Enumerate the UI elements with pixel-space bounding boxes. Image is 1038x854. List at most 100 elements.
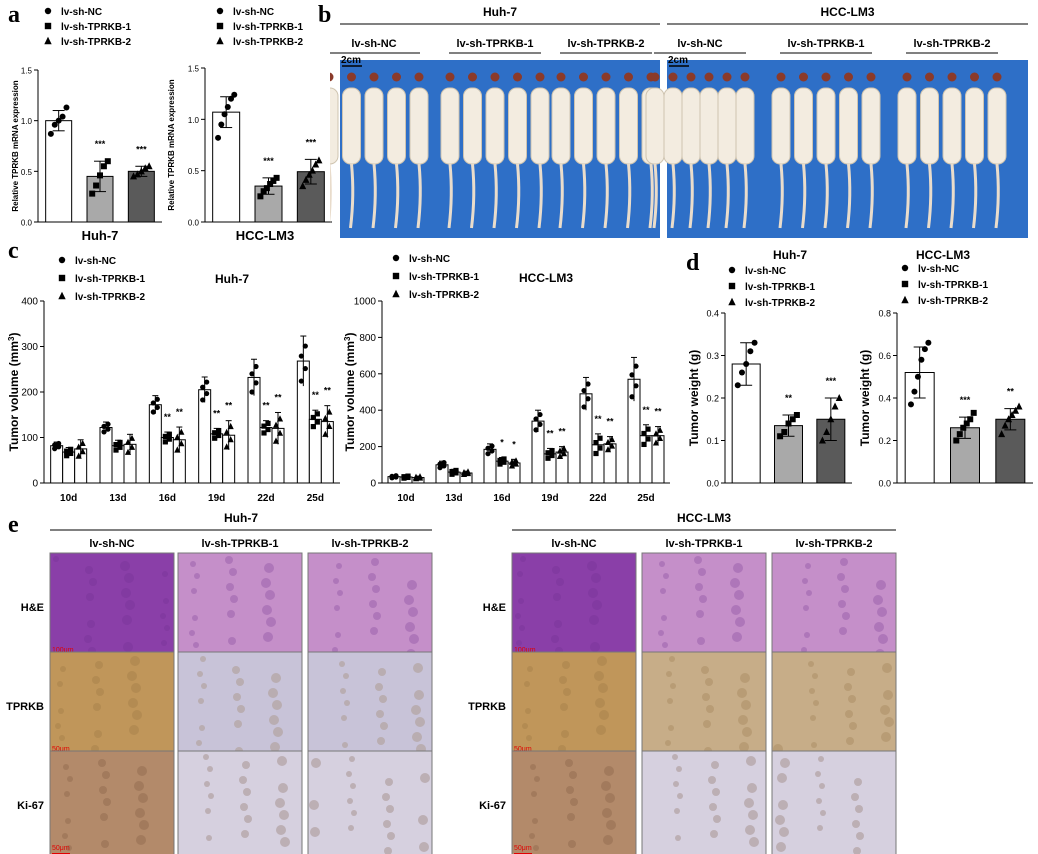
tissue-texture [280, 837, 290, 847]
mouse-body [942, 87, 962, 165]
tumor [369, 72, 379, 82]
tissue-texture [534, 776, 540, 782]
tissue-texture [520, 556, 526, 562]
legend-marker [392, 289, 400, 298]
data-point [537, 421, 543, 427]
tissue-texture [856, 832, 864, 840]
tissue-texture [385, 778, 393, 786]
mouse-tail [994, 163, 1000, 229]
tissue-texture [196, 740, 202, 746]
y-tick-label: 200 [21, 388, 38, 399]
mouse-body [330, 87, 339, 165]
tissue-texture [101, 840, 109, 848]
data-point [154, 404, 160, 411]
y-tick-label: 0.4 [878, 394, 891, 404]
mouse-tail [371, 163, 377, 229]
data-point [489, 448, 495, 454]
data-point [835, 394, 843, 401]
data-point [322, 414, 329, 421]
photo-column-label: lv-sh-TPRKB-1 [456, 38, 533, 50]
tissue-texture [567, 813, 575, 821]
data-point [967, 416, 974, 423]
panel-label-c: c [8, 238, 19, 264]
significance-label: ** [546, 428, 554, 438]
legend-label: lv-sh-TPRKB-1 [75, 274, 145, 285]
legend-marker [216, 7, 224, 15]
data-point [441, 460, 447, 466]
data-point [97, 172, 103, 179]
tissue-texture [124, 573, 134, 583]
mouse-tail [724, 163, 730, 229]
significance-label: ** [164, 412, 172, 422]
data-point [249, 389, 255, 395]
x-tick-label: 22d [257, 493, 274, 504]
mouse-body [663, 87, 683, 165]
y-tick-label: 1.0 [21, 117, 33, 126]
tissue-texture [554, 620, 562, 628]
tissue-texture [92, 676, 100, 684]
legend-marker [392, 272, 400, 280]
y-tick-label: 0.5 [188, 167, 200, 176]
histology-image [641, 651, 767, 761]
tissue-texture [226, 583, 234, 591]
tissue-texture [706, 705, 714, 713]
tissue-texture [748, 810, 758, 820]
tissue-texture [563, 688, 571, 696]
tissue-texture [339, 661, 345, 667]
y-tick-label: 0.3 [706, 351, 719, 361]
legend-label: lv-sh-TPRKB-2 [918, 296, 988, 307]
mouse-tail [688, 163, 694, 229]
tissue-texture [337, 590, 343, 596]
tissue-texture [802, 578, 808, 584]
data-point [501, 456, 507, 462]
tumor [650, 72, 660, 82]
tissue-texture [556, 578, 564, 586]
tissue-texture [820, 810, 826, 816]
bar [127, 170, 155, 223]
tissue-texture [127, 671, 137, 681]
tissue-texture [708, 776, 716, 784]
tissue-texture [378, 668, 386, 676]
data-point [51, 121, 58, 128]
mouse-tail [972, 163, 978, 229]
tissue-texture [279, 810, 289, 820]
tissue-texture [730, 578, 740, 588]
mouse-tail [801, 163, 807, 229]
tissue-texture [566, 786, 574, 794]
data-point [200, 397, 206, 403]
histology-column-label: lv-sh-TPRKB-2 [795, 538, 872, 550]
histology-column-label: lv-sh-NC [551, 538, 596, 550]
mouse-tail [868, 163, 874, 229]
data-point [272, 437, 280, 444]
x-tick-label: 16d [493, 493, 510, 504]
data-point [556, 452, 564, 460]
tissue-texture [597, 656, 607, 666]
histology-image [307, 651, 433, 761]
tissue-texture [341, 715, 347, 721]
tissue-texture [243, 788, 251, 796]
tissue-texture [853, 847, 861, 854]
y-axis-label: Tumor volume (mm3) [7, 333, 22, 452]
data-point [597, 435, 603, 441]
tissue-texture [660, 588, 666, 594]
tissue-texture [263, 632, 273, 642]
tissue-texture [551, 635, 559, 643]
y-tick-label: 0.0 [706, 479, 719, 489]
tissue-texture [368, 573, 376, 581]
tissue-texture [516, 640, 522, 646]
mouse-body [987, 87, 1007, 165]
tissue-texture [129, 725, 139, 735]
tissue-texture [232, 666, 240, 674]
tissue-texture [242, 761, 250, 769]
histology-row-label: Ki-67 [17, 800, 44, 812]
tissue-texture [699, 595, 707, 603]
tissue-texture [552, 566, 560, 574]
tissue-texture [265, 590, 275, 600]
tissue-texture [819, 783, 825, 789]
tissue-texture [669, 656, 675, 662]
tissue-texture [663, 573, 669, 579]
mouse-tail [515, 163, 521, 229]
tissue-texture [420, 773, 430, 783]
tissue-texture [414, 690, 424, 700]
tumor [468, 72, 477, 82]
